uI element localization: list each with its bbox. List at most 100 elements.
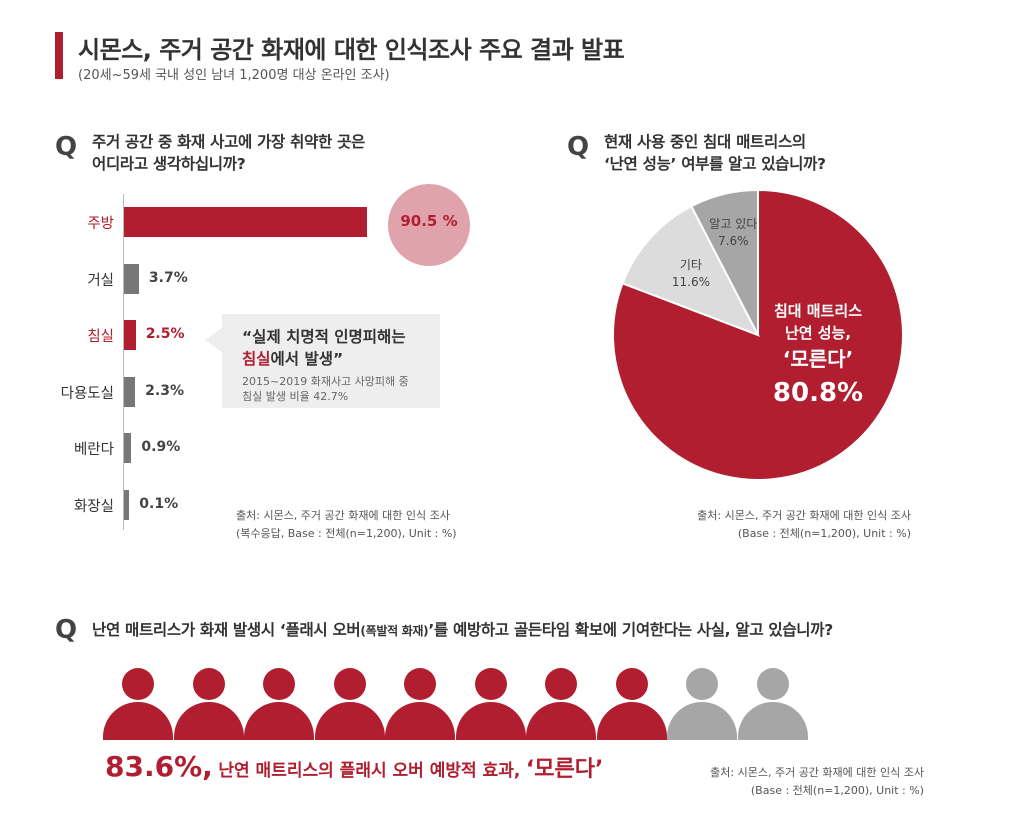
q3-stat-quote: ‘모른다’ bbox=[525, 757, 604, 782]
bar-0 bbox=[124, 207, 367, 237]
bar-3 bbox=[124, 376, 136, 407]
person-icon-body bbox=[596, 702, 667, 740]
page-title: 시몬스, 주거 공간 화재에 대한 인식조사 주요 결과 발표 bbox=[78, 36, 625, 64]
bar-label-5: 화장실 bbox=[73, 498, 114, 515]
pie-main-label-line3: ‘모른다’ bbox=[782, 347, 854, 371]
person-icon-body bbox=[737, 702, 808, 740]
q2-source-line2: (Base : 전체(n=1,200), Unit : %) bbox=[737, 527, 911, 540]
bar-2 bbox=[124, 320, 136, 350]
bar-label-2: 침실 bbox=[87, 329, 114, 345]
q3-mark: Q bbox=[55, 615, 78, 645]
person-icon bbox=[667, 668, 737, 740]
person-icon-head bbox=[263, 668, 295, 700]
callout-note: 2015~2019 화재사고 사망피해 중 침실 발생 비율 42.7% bbox=[242, 374, 409, 404]
q3-question: 난연 매트리스가 화재 발생시 ‘플래시 오버(폭발적 화재)’를 예방하고 골… bbox=[92, 619, 833, 642]
callout-note-line1: 2015~2019 화재사고 사망피해 중 bbox=[242, 375, 409, 388]
pie-main-label: 침대 매트리스 난연 성능, ‘모른다’ 80.8% bbox=[743, 300, 893, 412]
person-icon bbox=[737, 668, 808, 740]
person-icon bbox=[244, 668, 314, 740]
q3-stat: 83.6%, 난연 매트리스의 플래시 오버 예방적 효과, ‘모른다’ bbox=[105, 750, 603, 783]
callout-quote-highlight: 침실 bbox=[242, 350, 271, 368]
q1-question-line1: 주거 공간 중 화재 사고에 가장 취약한 곳은 bbox=[92, 133, 365, 151]
person-icon-body bbox=[173, 702, 244, 740]
q2-question-line2: ‘난연 성능’ 여부를 알고 있습니까? bbox=[604, 155, 826, 173]
pie-main-label-line2: 난연 성능, bbox=[784, 324, 852, 342]
person-icon-head bbox=[404, 668, 436, 700]
person-icon-body bbox=[244, 702, 314, 740]
q1-question-line2: 어디라고 생각하십니까? bbox=[92, 155, 246, 173]
pie-label-1: 기타 11.6% bbox=[651, 257, 731, 291]
person-icon bbox=[385, 668, 455, 740]
callout-quote-rest: 에서 발생” bbox=[270, 350, 344, 368]
bar-value-highlight: 90.5 % bbox=[400, 212, 458, 230]
title-accent-bar bbox=[55, 32, 63, 79]
callout-quote-line1: “실제 치명적 인명피해는 bbox=[242, 328, 406, 346]
q3-question-b: ’를 예방하고 골든타임 확보에 기여한다는 사실, 알고 있습니까? bbox=[428, 621, 833, 639]
bar-label-3: 다용도실 bbox=[60, 385, 114, 402]
bar-value-1: 3.7% bbox=[148, 269, 188, 286]
q1-question: 주거 공간 중 화재 사고에 가장 취약한 곳은 어디라고 생각하십니까? bbox=[92, 131, 365, 175]
person-icon bbox=[596, 668, 667, 740]
bar-value-5: 0.1% bbox=[139, 495, 179, 512]
bar-label-0: 주방 bbox=[87, 216, 114, 232]
q3-question-a: 난연 매트리스가 화재 발생시 ‘플래시 오버 bbox=[92, 621, 361, 639]
pie-main-label-line1: 침대 매트리스 bbox=[773, 302, 863, 320]
callout-box bbox=[222, 314, 440, 408]
callout-arrow bbox=[205, 328, 222, 352]
q3-question-small: (폭발적 화재) bbox=[360, 624, 429, 638]
q1-source-line1: 출처: 시몬스, 주거 공간 화재에 대한 인식 조사 bbox=[236, 509, 450, 522]
pie-label-name-1: 기타 bbox=[679, 258, 702, 273]
q3-source: 출처: 시몬스, 주거 공간 화재에 대한 인식 조사 (Base : 전체(n… bbox=[694, 764, 924, 800]
callout-quote: “실제 치명적 인명피해는 침실에서 발생” bbox=[242, 326, 406, 370]
bar-value-2: 2.5% bbox=[145, 326, 185, 342]
bar-value-4: 0.9% bbox=[141, 439, 181, 455]
person-icon-body bbox=[385, 702, 455, 740]
person-icon-head bbox=[122, 668, 154, 700]
bar-4 bbox=[124, 433, 132, 463]
person-icon bbox=[314, 668, 385, 740]
q2-question: 현재 사용 중인 침대 매트리스의 ‘난연 성능’ 여부를 알고 있습니까? bbox=[604, 131, 826, 175]
person-icon bbox=[103, 668, 173, 740]
page-subtitle: (20세~59세 국내 성인 남녀 1,200명 대상 온라인 조사) bbox=[78, 68, 390, 83]
person-icon-head bbox=[333, 668, 366, 700]
person-icon bbox=[173, 668, 244, 740]
callout-note-line2: 침실 발생 비율 42.7% bbox=[242, 390, 349, 403]
person-icon-body bbox=[314, 702, 385, 740]
q3-stat-text: 난연 매트리스의 플래시 오버 예방적 효과, bbox=[218, 761, 521, 781]
person-icon-head bbox=[192, 668, 225, 700]
bar-label-4: 베란다 bbox=[73, 442, 114, 458]
pie-label-2: 알고 있다 7.6% bbox=[693, 216, 773, 250]
bar-value-3: 2.3% bbox=[145, 382, 184, 399]
q2-question-line1: 현재 사용 중인 침대 매트리스의 bbox=[604, 133, 806, 151]
q1-source-line2: (복수응답, Base : 전체(n=1,200), Unit : %) bbox=[236, 527, 457, 540]
bar-chart-axis bbox=[123, 194, 124, 530]
pie-label-name-2: 알고 있다 bbox=[709, 216, 758, 231]
person-icon-head bbox=[756, 668, 789, 700]
pie-main-value: 80.8% bbox=[772, 378, 864, 408]
pie-slice-1 bbox=[621, 204, 761, 337]
bar-label-1: 거실 bbox=[87, 272, 114, 289]
pie-slice-2 bbox=[690, 190, 759, 336]
pie-label-value-2: 7.6% bbox=[718, 233, 749, 248]
q1-mark: Q bbox=[55, 132, 78, 162]
person-icon-head bbox=[474, 668, 507, 700]
person-icon-head bbox=[686, 668, 718, 700]
highlight-circle bbox=[388, 184, 470, 266]
q2-mark: Q bbox=[567, 132, 590, 162]
person-icon-body bbox=[526, 702, 596, 740]
person-icon-head bbox=[545, 668, 577, 700]
bar-5 bbox=[124, 489, 130, 520]
person-icon-body bbox=[455, 702, 526, 740]
q2-source-line1: 출처: 시몬스, 주거 공간 화재에 대한 인식 조사 bbox=[697, 509, 911, 522]
person-icon-head bbox=[615, 668, 648, 700]
callout-quote-line2: 침실에서 발생” bbox=[242, 348, 406, 370]
q3-source-line2: (Base : 전체(n=1,200), Unit : %) bbox=[750, 784, 924, 797]
pie-chart bbox=[613, 190, 903, 480]
q3-stat-pct: 83.6%, bbox=[105, 750, 213, 783]
bar-1 bbox=[124, 263, 139, 294]
pie-label-value-1: 11.6% bbox=[671, 275, 710, 290]
q1-source: 출처: 시몬스, 주거 공간 화재에 대한 인식 조사 (복수응답, Base … bbox=[236, 507, 457, 543]
q2-source: 출처: 시몬스, 주거 공간 화재에 대한 인식 조사 (Base : 전체(n… bbox=[689, 507, 911, 543]
person-icon-body bbox=[667, 702, 737, 740]
person-icon bbox=[526, 668, 596, 740]
